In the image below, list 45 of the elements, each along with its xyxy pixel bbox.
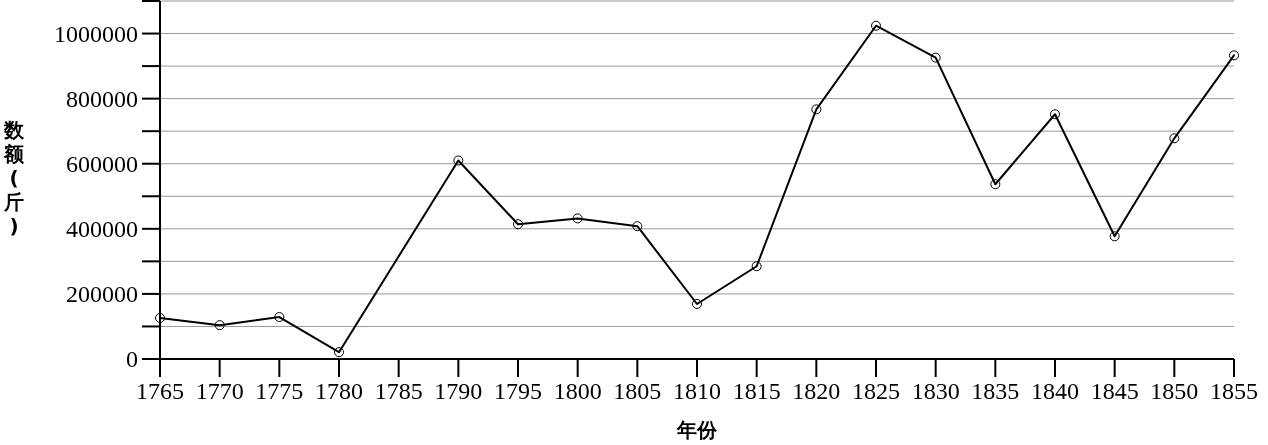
point	[1169, 133, 1180, 144]
point	[811, 104, 822, 115]
point	[751, 261, 762, 272]
x-tick-label: 1840	[1031, 378, 1079, 404]
x-tick-label: 1800	[553, 378, 602, 404]
point	[1050, 109, 1060, 120]
x-tick-label: 1845	[1090, 378, 1139, 404]
x-tick-label: 1795	[494, 378, 542, 404]
x-tick-label: 1775	[255, 378, 304, 404]
x-tick-label: 1790	[434, 378, 483, 404]
x-tick-label: 1785	[374, 378, 423, 404]
y-tick-label: 0	[126, 346, 138, 373]
x-tick-label: 1805	[613, 378, 662, 404]
x-tick-label: 1770	[195, 378, 244, 404]
point	[1109, 231, 1120, 242]
point	[990, 179, 1001, 190]
x-tick-label: 1835	[971, 378, 1020, 404]
x-tick-label: 1820	[792, 378, 841, 404]
y-tick-label: 400000	[66, 216, 138, 243]
x-tick-label: 1850	[1150, 378, 1199, 404]
point	[334, 347, 344, 358]
x-tick-label: 1780	[315, 378, 363, 404]
y-tick-label: 200000	[66, 281, 138, 308]
point	[155, 312, 165, 323]
x-axis-title: 年份	[676, 418, 718, 442]
point	[513, 219, 523, 230]
point	[692, 299, 702, 309]
y-tick-label: 800000	[66, 86, 138, 113]
y-tick-label: 1000000	[54, 20, 138, 47]
point	[871, 20, 881, 31]
x-tick-label: 1855	[1210, 378, 1258, 404]
x-tick-label: 1810	[673, 378, 721, 404]
point	[930, 52, 941, 63]
y-axis-title: 数额(斤)	[3, 118, 25, 238]
point	[274, 312, 285, 323]
x-tick-label: 1765	[136, 378, 184, 404]
point	[453, 155, 464, 166]
x-tick-label: 1830	[911, 378, 960, 404]
y-tick-label: 600000	[66, 151, 138, 178]
point	[572, 213, 583, 224]
point	[214, 320, 225, 331]
point	[1229, 50, 1239, 61]
x-tick-label: 1815	[732, 378, 781, 404]
point	[632, 221, 643, 232]
x-tick-label: 1825	[852, 378, 900, 404]
